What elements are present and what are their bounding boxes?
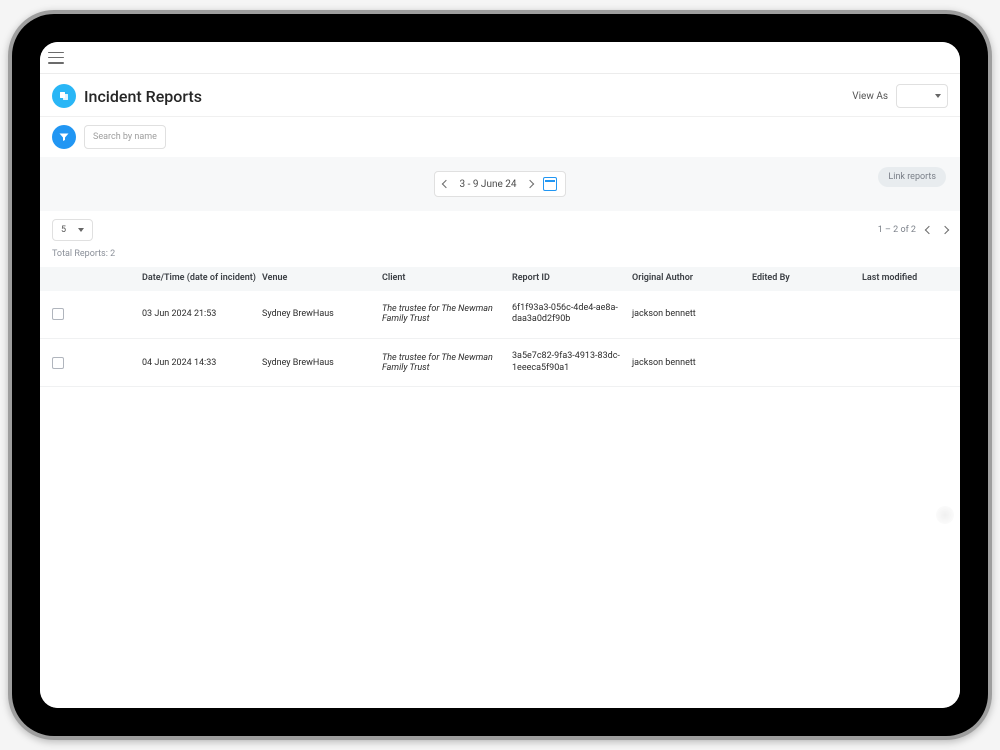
column-last-modified: Last modified <box>862 273 948 285</box>
decorative-dot <box>936 506 954 524</box>
header-controls: View As <box>852 84 948 108</box>
cell-datetime: 03 Jun 2024 21:53 <box>142 309 262 319</box>
search-placeholder: Search by name <box>93 132 157 142</box>
column-datetime: Date/Time (date of incident) <box>142 273 262 285</box>
incident-reports-icon <box>52 84 76 108</box>
filter-icon[interactable] <box>52 125 76 149</box>
cell-venue: Sydney BrewHaus <box>262 358 382 368</box>
chevron-down-icon <box>935 94 941 98</box>
column-venue: Venue <box>262 273 382 285</box>
row-checkbox[interactable] <box>52 357 64 369</box>
cell-report-id: 3a5e7c82-9fa3-4913-83dc-1eeeca5f90a1 <box>512 351 632 374</box>
view-as-select[interactable] <box>896 84 948 108</box>
filters-row: Search by name <box>40 116 960 157</box>
pagination-controls: 1 – 2 of 2 <box>878 225 948 235</box>
column-report-id: Report ID <box>512 273 632 285</box>
chevron-right-icon[interactable] <box>525 180 533 188</box>
total-reports-label: Total Reports: 2 <box>40 245 960 267</box>
table-row[interactable]: 03 Jun 2024 21:53Sydney BrewHausThe trus… <box>40 291 960 339</box>
chevron-left-icon[interactable] <box>442 180 450 188</box>
pagination-label: 1 – 2 of 2 <box>878 225 916 235</box>
cell-original-author: jackson bennett <box>632 309 752 319</box>
page-header: Incident Reports View As <box>40 74 960 116</box>
table-header-row: Date/Time (date of incident) Venue Clien… <box>40 267 960 291</box>
top-bar <box>40 42 960 74</box>
column-edited-by: Edited By <box>752 273 862 285</box>
date-range-strip: 3 - 9 June 24 Link reports <box>40 157 960 211</box>
page-size-value: 5 <box>61 225 66 235</box>
cell-venue: Sydney BrewHaus <box>262 309 382 319</box>
row-checkbox-cell <box>52 308 142 320</box>
column-checkbox <box>52 273 142 285</box>
next-page-icon[interactable] <box>941 226 949 234</box>
table-row[interactable]: 04 Jun 2024 14:33Sydney BrewHausThe trus… <box>40 339 960 387</box>
page-title: Incident Reports <box>84 87 202 106</box>
tablet-screen: Incident Reports View As Search by name <box>40 42 960 708</box>
cell-original-author: jackson bennett <box>632 358 752 368</box>
view-as-label: View As <box>852 91 888 102</box>
row-checkbox-cell <box>52 357 142 369</box>
link-reports-button[interactable]: Link reports <box>878 167 946 187</box>
chevron-down-icon <box>78 228 84 232</box>
app-screen: Incident Reports View As Search by name <box>40 42 960 708</box>
pager-row: 5 1 – 2 of 2 <box>40 211 960 245</box>
tablet-frame: Incident Reports View As Search by name <box>8 10 992 740</box>
cell-client: The trustee for The Newman Family Trust <box>382 353 512 373</box>
cell-datetime: 04 Jun 2024 14:33 <box>142 358 262 368</box>
column-original-author: Original Author <box>632 273 752 285</box>
date-range-picker[interactable]: 3 - 9 June 24 <box>434 171 565 197</box>
hamburger-menu-icon[interactable] <box>48 52 64 64</box>
prev-page-icon[interactable] <box>925 226 933 234</box>
cell-client: The trustee for The Newman Family Trust <box>382 304 512 324</box>
search-input[interactable]: Search by name <box>84 125 166 149</box>
date-range-label: 3 - 9 June 24 <box>459 179 516 190</box>
calendar-icon[interactable] <box>543 177 557 191</box>
column-client: Client <box>382 273 512 285</box>
page-size-select[interactable]: 5 <box>52 219 93 241</box>
cell-report-id: 6f1f93a3-056c-4de4-ae8a-daa3a0d2f90b <box>512 303 632 326</box>
row-checkbox[interactable] <box>52 308 64 320</box>
tablet-bezel: Incident Reports View As Search by name <box>12 14 988 736</box>
incident-reports-table: Date/Time (date of incident) Venue Clien… <box>40 267 960 387</box>
